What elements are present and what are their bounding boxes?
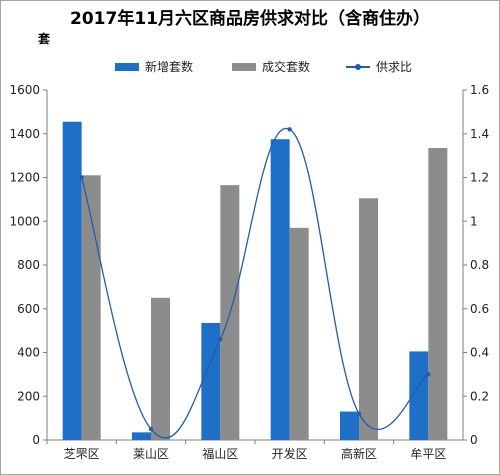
legend-item-sold: 成交套数: [232, 58, 310, 75]
legend-swatch-sold: [232, 62, 256, 71]
ratio-point: [79, 175, 84, 180]
bar: [151, 297, 170, 440]
ratio-point: [218, 337, 223, 342]
y-left-tick-label: 1200: [9, 171, 40, 185]
y-right-tick-label: 0.6: [470, 302, 489, 316]
y-right-tick-label: 0.2: [470, 389, 489, 403]
ratio-point: [148, 426, 154, 432]
x-tick-label: 芝罘区: [64, 446, 100, 461]
x-tick-label: 开发区: [272, 446, 308, 461]
y-right-tick-label: 0.8: [470, 258, 489, 272]
y-axis-unit-label: 套: [38, 32, 51, 46]
y-right-tick-label: 1.2: [470, 171, 489, 185]
legend: 新增套数 成交套数 供求比: [0, 58, 500, 76]
bar: [428, 147, 448, 440]
x-tick-label: 莱山区: [133, 447, 169, 461]
y-left-tick-label: 1400: [9, 127, 40, 141]
legend-swatch-new: [115, 62, 139, 71]
legend-item-new: 新增套数: [115, 58, 193, 75]
y-left-tick-label: 1000: [9, 214, 40, 228]
y-left-tick-label: 200: [17, 389, 40, 403]
y-right-tick-label: 1.6: [470, 83, 489, 97]
y-right-tick-label: 0: [470, 433, 478, 447]
ratio-point: [356, 411, 362, 416]
legend-item-ratio: 供求比: [346, 58, 412, 75]
bar: [62, 121, 82, 440]
y-left-tick-label: 400: [17, 346, 40, 360]
bar: [270, 139, 290, 440]
y-left-tick-label: 800: [17, 258, 40, 272]
ratio-point: [426, 372, 431, 377]
bar: [201, 322, 221, 440]
legend-label-sold: 成交套数: [262, 60, 311, 74]
x-tick-label: 牟平区: [410, 446, 446, 461]
bar: [359, 198, 378, 440]
legend-label-ratio: 供求比: [376, 60, 413, 74]
ratio-point: [287, 127, 292, 132]
bar: [340, 411, 359, 440]
legend-label-new: 新增套数: [145, 60, 194, 74]
bar: [409, 351, 429, 440]
chart-title: 2017年11月六区商品房供求对比（含商住办）: [70, 9, 430, 29]
x-tick-label: 福山区: [202, 446, 238, 461]
y-right-tick-label: 1.4: [470, 127, 489, 141]
x-tick-label: 高新区: [341, 446, 377, 461]
bar: [289, 227, 309, 440]
legend-swatch-ratio: [346, 63, 370, 71]
y-left-tick-label: 0: [32, 433, 40, 447]
y-left-tick-label: 600: [17, 302, 40, 316]
bar: [81, 175, 101, 440]
y-right-tick-label: 1: [470, 214, 478, 228]
bar: [132, 432, 151, 440]
y-left-tick-label: 1600: [9, 83, 40, 97]
y-right-tick-label: 0.4: [470, 346, 489, 360]
